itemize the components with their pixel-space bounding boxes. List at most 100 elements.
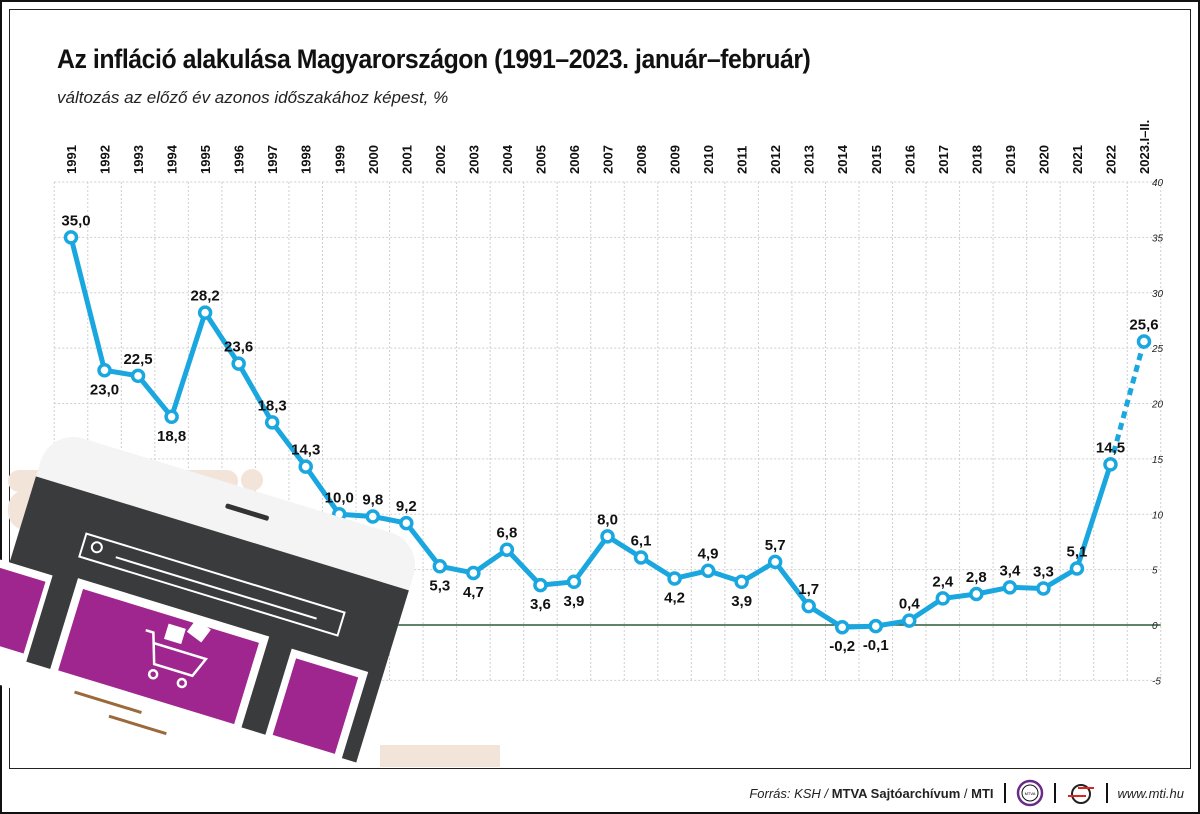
y-tick-label: 30 [1152,289,1164,300]
phone-shopping-illustration [0,436,500,767]
chart-border [9,9,1191,769]
x-tick-label: 2019 [1003,145,1018,174]
x-tick-label: 1992 [98,145,113,174]
data-point [667,571,682,586]
data-point [633,550,649,565]
data-label: 3,9 [731,593,752,610]
data-label: 3,4 [999,562,1021,579]
data-point [130,368,146,384]
shopping-cart-icon [145,628,209,689]
data-label: 28,2 [191,288,220,305]
data-point [432,559,448,574]
x-tick-label: 2004 [500,144,515,174]
search-bar [78,532,346,637]
data-point [935,591,951,606]
x-tick-label: 2005 [533,145,548,174]
data-point [801,598,816,614]
data-label: 2,8 [966,569,987,586]
x-tick-label: 1993 [131,145,146,174]
x-tick-label: 2001 [399,145,414,174]
y-tick-label: 40 [1152,178,1164,189]
data-label: 35,0 [61,212,90,229]
data-point [1103,457,1118,472]
data-label: 0,4 [899,596,921,613]
data-point [734,574,749,590]
x-tick-label: 1994 [165,144,180,174]
chart-subtitle: változás az előző év azonos időszakához … [57,88,449,107]
data-point [197,305,213,320]
y-tick-label: 10 [1152,510,1164,521]
data-label: 3,9 [564,593,585,610]
data-point [767,554,783,570]
x-tick-label: 2011 [735,146,750,174]
data-label: 10,0 [325,489,354,506]
data-label: 2,4 [932,573,954,590]
data-label: 4,7 [463,584,484,601]
data-point [600,529,615,544]
data-label: 5,1 [1067,544,1088,561]
chart-title: Az infláció alakulása Magyarországon (19… [57,44,811,74]
data-point [231,356,246,371]
data-label: -0,1 [863,637,889,654]
y-tick-label: 25 [1151,344,1164,355]
data-label: 8,0 [597,511,618,528]
data-point [533,577,548,593]
x-tick-label: 1998 [299,145,314,174]
x-tick-label: 2009 [668,145,683,174]
data-point [1136,334,1152,349]
x-tick-label: 2010 [701,145,716,174]
data-point [1036,581,1051,596]
divider [1053,783,1056,803]
x-tick-label: 2007 [601,145,616,174]
x-tick-label: 1995 [198,145,213,174]
x-tick-label: 2015 [869,145,884,174]
data-label: 23,0 [90,381,119,398]
data-point [566,574,582,590]
data-label: 14,3 [291,442,320,459]
website-link[interactable]: www.mti.hu [1117,785,1184,801]
data-label: 25,6 [1129,316,1158,333]
data-point [969,586,984,602]
gift-icon [186,618,211,643]
search-icon [90,541,103,554]
data-point [399,515,414,531]
data-label: 6,8 [496,525,517,542]
y-tick-label: 0 [1152,621,1158,632]
data-label: 18,3 [258,397,287,414]
data-point [264,415,280,430]
data-label: 6,1 [631,532,652,549]
data-label: 9,8 [362,491,383,508]
data-point [868,618,883,634]
data-point [700,563,716,578]
data-point [1069,561,1085,576]
divider [1003,783,1006,803]
series-line-dashed [1108,340,1147,466]
x-tick-label: 1997 [265,145,280,174]
y-tick-label: 15 [1152,455,1164,466]
mtva-logo: MTVA [1016,779,1043,807]
x-tick-label: 1996 [232,145,247,174]
y-tick-label: 5 [1152,566,1158,577]
source-credit: Forrás: KSH / MTVA Sajtóarchívum / MTI [749,786,993,801]
x-tick-label: 2000 [366,145,381,174]
data-label: 9,2 [396,498,417,515]
x-tick-label: 2012 [768,145,783,174]
data-point [1002,580,1018,595]
mtva-logo-text: MTVA [1024,791,1035,796]
x-tick-label: 1991 [64,145,79,174]
data-label: 3,3 [1033,563,1054,580]
data-point [298,459,313,474]
x-tick-label: 2006 [567,145,582,174]
data-label: 1,7 [798,581,819,598]
x-tick-label: 2002 [433,145,448,174]
footer: Forrás: KSH / MTVA Sajtóarchívum / MTI M… [749,779,1184,807]
source-mti: MTI [971,785,994,801]
data-point [97,363,112,378]
data-point [902,613,917,628]
data-label: 23,6 [224,339,253,356]
x-tick-label: 2008 [634,145,649,174]
x-tick-label: 1999 [332,145,347,174]
data-point [834,619,850,635]
